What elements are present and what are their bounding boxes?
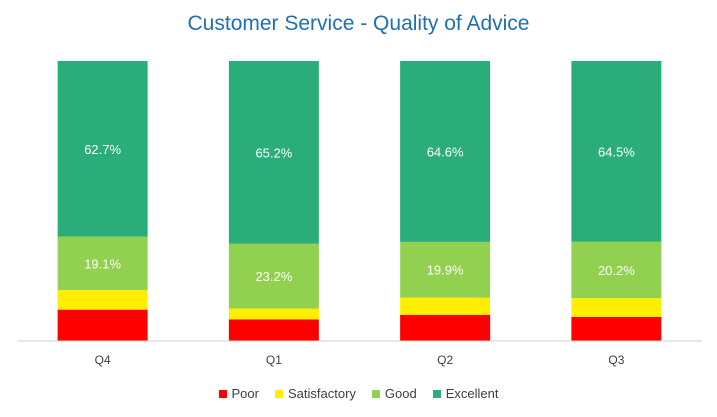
bar-satisfactory-q4 — [57, 290, 148, 310]
x-tick-label-q4: Q4 — [95, 353, 111, 367]
legend-swatch — [218, 389, 227, 398]
data-label-good-q3: 20.2% — [598, 263, 635, 278]
legend-item-poor: Poor — [218, 386, 259, 401]
bar-good-q2 — [400, 241, 491, 298]
legend-item-satisfactory: Satisfactory — [274, 386, 356, 401]
data-label-excellent-q2: 64.6% — [427, 144, 464, 159]
legend-item-excellent: Excellent — [432, 386, 499, 401]
legend-swatch — [371, 389, 380, 398]
data-label-good-q4: 19.1% — [84, 256, 121, 271]
legend-swatch — [274, 389, 283, 398]
bar-poor-q2 — [400, 314, 491, 341]
data-label-excellent-q1: 65.2% — [255, 145, 292, 160]
bar-poor-q3 — [571, 316, 662, 341]
x-tick-label-q3: Q3 — [608, 353, 624, 367]
bar-good-q4 — [57, 236, 148, 291]
x-tick-labels-group: Q4 Q1 Q2 Q3 — [95, 353, 625, 367]
bar-excellent-q3 — [571, 61, 662, 242]
bar-excellent-q2 — [400, 61, 491, 242]
bar-satisfactory-q1 — [228, 308, 319, 320]
data-label-excellent-q4: 62.7% — [84, 142, 121, 157]
segment-labels-group: 19.1% 62.7% 23.2% 65.2% 19.9% 64.6% 20.2% 64.5% — [84, 142, 635, 284]
legend: Poor Satisfactory Good Excellent — [0, 386, 717, 401]
bar-satisfactory-q2 — [400, 297, 491, 315]
data-label-good-q2: 19.9% — [427, 263, 464, 278]
legend-label: Excellent — [445, 386, 499, 401]
bar-excellent-q4 — [57, 61, 148, 237]
legend-swatch — [432, 389, 441, 398]
x-tick-label-q2: Q2 — [437, 353, 453, 367]
legend-label: Satisfactory — [287, 386, 356, 401]
data-label-excellent-q3: 64.5% — [598, 144, 635, 159]
bars-group — [57, 61, 662, 341]
data-label-good-q1: 23.2% — [255, 269, 292, 284]
bar-satisfactory-q3 — [571, 298, 662, 317]
bar-poor-q1 — [228, 319, 319, 341]
bar-excellent-q1 — [228, 61, 319, 244]
chart-title: Customer Service - Quality of Advice — [187, 12, 530, 35]
bar-good-q1 — [228, 243, 319, 309]
legend-item-good: Good — [371, 386, 417, 401]
bar-poor-q4 — [57, 309, 148, 341]
legend-label: Good — [384, 386, 417, 401]
legend-label: Poor — [231, 386, 259, 401]
bar-good-q3 — [571, 241, 662, 299]
x-tick-label-q1: Q1 — [266, 353, 282, 367]
